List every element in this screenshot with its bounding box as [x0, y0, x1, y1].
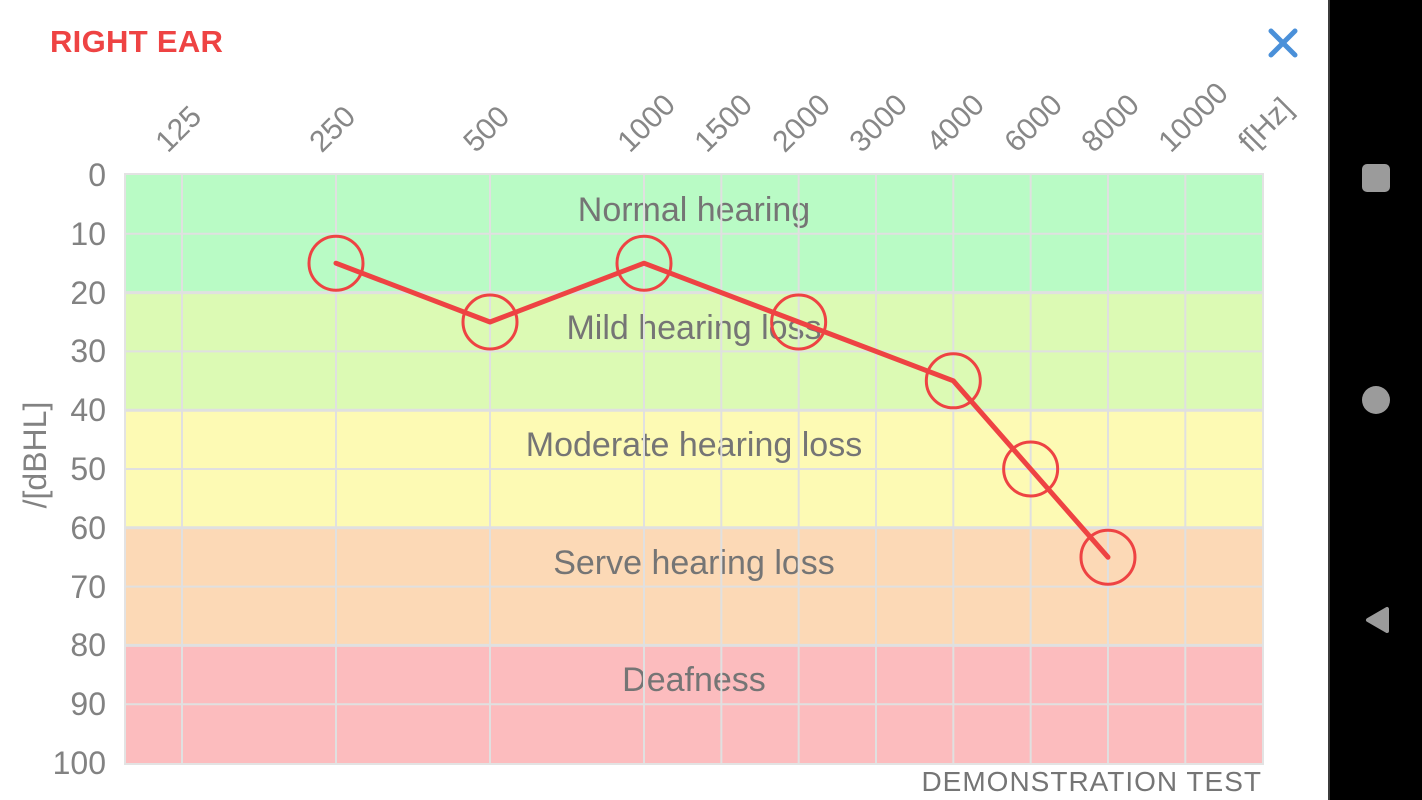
y-tick-label: 80 [70, 627, 106, 664]
page-title: RIGHT EAR [50, 24, 224, 59]
data-point-marker [770, 293, 828, 351]
threshold-line [333, 260, 1111, 560]
y-tick-label: 40 [70, 392, 106, 429]
data-point-marker [924, 352, 982, 410]
demonstration-watermark: DEMONSTRATION TEST [921, 766, 1262, 797]
data-point-marker [1079, 528, 1137, 586]
y-tick-label: 90 [70, 686, 106, 723]
y-tick-label: 30 [70, 333, 106, 370]
x-tick-label: 6000 [998, 88, 1069, 159]
x-tick-label: 250 [303, 99, 363, 159]
x-tick-label: 2000 [766, 88, 837, 159]
back-button[interactable] [1352, 596, 1400, 644]
y-tick-label: 70 [70, 568, 106, 605]
x-tick-label: 125 [149, 99, 209, 159]
x-tick-label: 500 [457, 99, 517, 159]
audiogram-plot[interactable]: Normal hearing Mild hearing loss Moderate … [124, 173, 1264, 765]
data-point-marker [615, 234, 673, 292]
close-icon [1268, 28, 1298, 58]
back-triangle-icon [1366, 607, 1389, 633]
x-tick-label: 8000 [1075, 88, 1146, 159]
x-tick-label: 1000 [611, 88, 682, 159]
audiogram-series-svg [126, 175, 1262, 763]
y-tick-label: 50 [70, 451, 106, 487]
x-tick-label: 1500 [688, 88, 760, 159]
x-tick-label: 3000 [843, 88, 914, 159]
severity-band-label: Serve hearing loss [553, 543, 835, 582]
android-navbar [1328, 0, 1422, 800]
home-circle-icon [1362, 386, 1390, 414]
x-tick-label: 4000 [920, 88, 992, 159]
recents-square-icon [1362, 164, 1390, 192]
x-axis-unit-label: f[Hz] [1232, 91, 1300, 159]
x-tick-label: 10000 [1152, 76, 1236, 159]
close-button[interactable] [1262, 22, 1304, 64]
severity-band-label: Normal hearing [577, 191, 811, 229]
y-tick-label: 60 [70, 509, 106, 546]
y-tick-label: 100 [52, 745, 106, 781]
severity-band-label: Deafness [622, 661, 766, 700]
data-point-marker [307, 234, 365, 292]
data-point-marker [461, 293, 519, 351]
home-button[interactable] [1352, 376, 1400, 424]
y-tick-label: 10 [70, 215, 106, 252]
y-tick-label: 20 [70, 274, 106, 311]
recents-button[interactable] [1352, 154, 1400, 202]
data-point-marker [1002, 440, 1060, 498]
severity-band-label: Moderate hearing loss [525, 426, 863, 465]
y-tick-label: 0 [88, 157, 106, 193]
